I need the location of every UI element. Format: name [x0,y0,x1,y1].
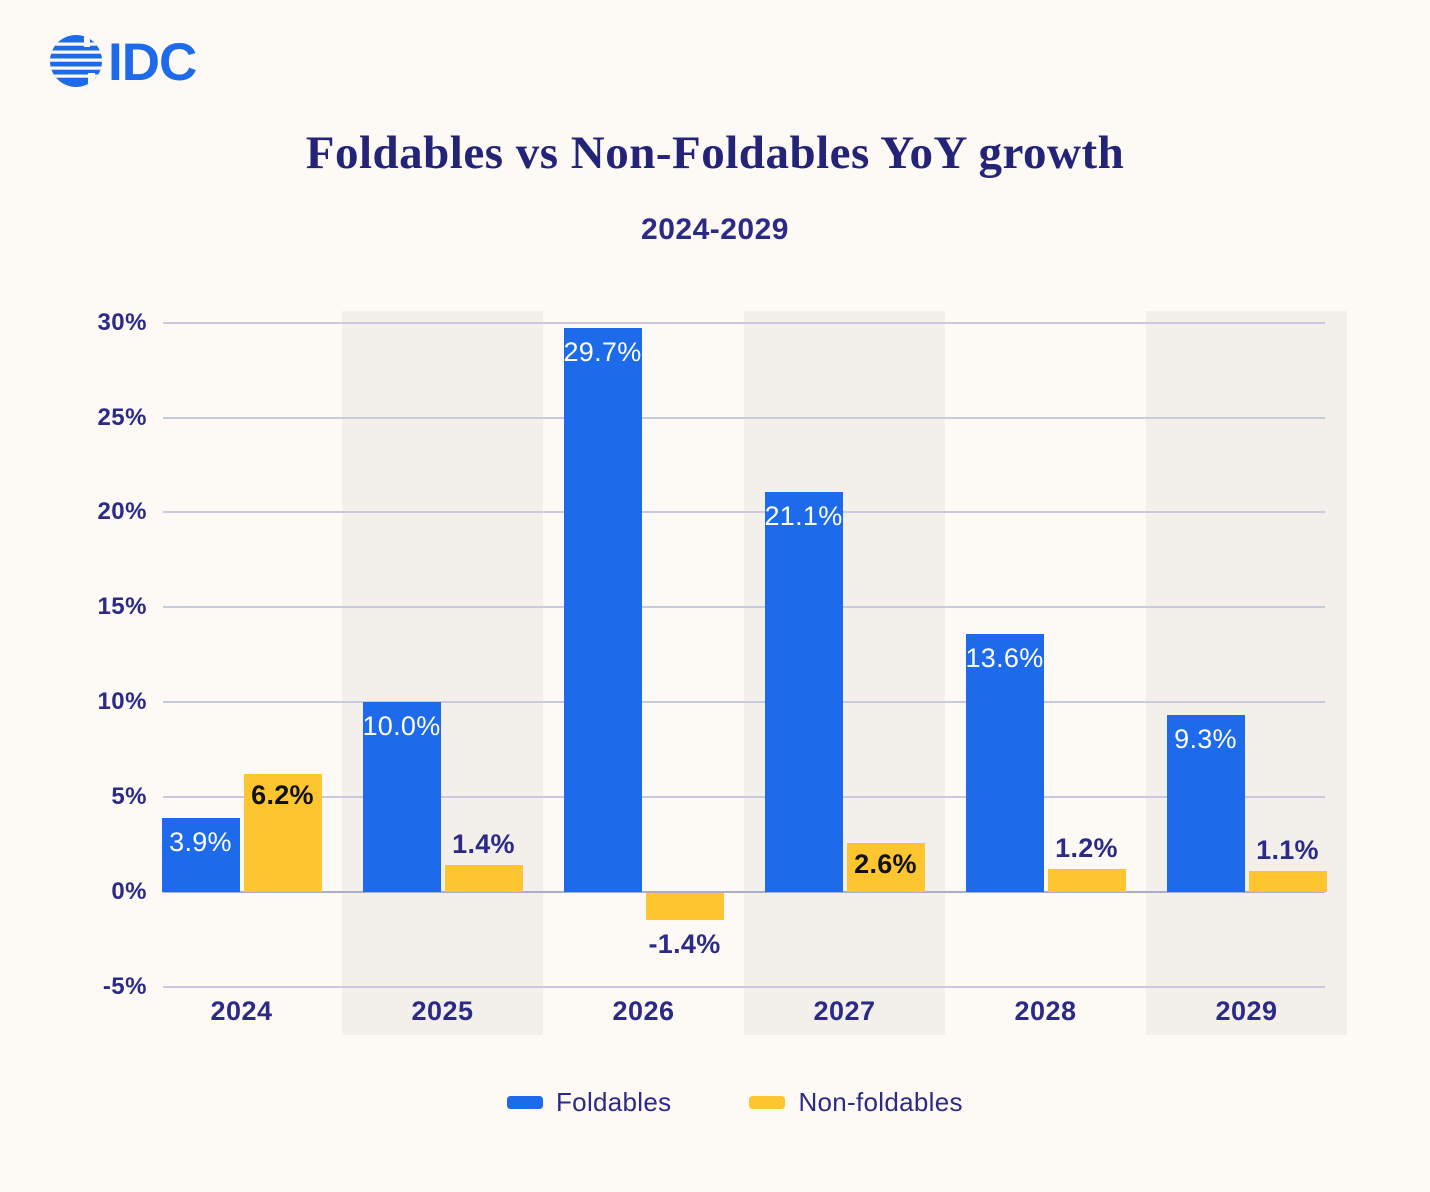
bar-label-non-foldables-2027: 2.6% [854,848,917,879]
x-axis-label-2027: 2027 [813,996,876,1026]
y-axis-tick-label-30%: 30% [97,308,147,336]
bar-label-foldables-2027: 21.1% [764,500,843,531]
chart-subtitle: 2024-2029 [641,213,789,246]
bar-foldables-2026 [563,328,642,892]
legend-item-foldables: Foldables [507,1087,671,1118]
bar-foldables-2024 [161,817,240,892]
y-axis-tick-label--5%: -5% [102,972,147,1000]
bar-non-foldables-2025 [444,865,523,892]
bar-foldables-2025 [362,702,441,892]
gridline-5% [163,796,1325,799]
bar-label-non-foldables-2028: 1.2% [1055,833,1118,864]
bar-label-non-foldables-2026: -1.4% [648,928,721,959]
bar-label-non-foldables-2025: 1.4% [452,829,515,860]
bar-non-foldables-2027 [846,842,925,892]
y-axis-tick-label-5%: 5% [111,783,147,811]
bar-non-foldables-2028 [1047,869,1126,892]
foldables-swatch-icon [507,1096,543,1109]
column-band-2025 [342,311,543,1035]
legend-label-foldables: Foldables [556,1087,672,1117]
bar-label-non-foldables-2024: 6.2% [251,780,314,811]
bar-label-foldables-2025: 10.0% [362,711,441,742]
bar-foldables-2028 [965,633,1044,892]
chart-title: Foldables vs Non-Foldables YoY growth [305,127,1125,179]
bar-label-foldables-2028: 13.6% [965,642,1044,673]
y-axis-tick-label-15%: 15% [97,593,147,621]
gridline-30% [163,321,1325,324]
y-axis-tick-label-25%: 25% [97,403,147,431]
x-axis-label-2026: 2026 [612,996,675,1026]
gridline-25% [163,416,1325,419]
y-axis-tick-label-0%: 0% [111,878,147,905]
idc-logo: IDC [48,31,248,92]
bar-label-foldables-2029: 9.3% [1174,724,1237,755]
x-axis-label-2024: 2024 [210,996,273,1026]
x-axis-label-2025: 2025 [411,996,474,1026]
idc-globe-icon [50,35,102,87]
y-axis-tick-label-20%: 20% [97,498,147,526]
legend-label-non-foldables: Non-foldables [798,1087,963,1117]
bar-label-non-foldables-2029: 1.1% [1256,835,1319,866]
x-axis-label-2029: 2029 [1215,996,1278,1026]
legend: Foldables Non-foldables [507,1087,963,1118]
y-axis-tick-label-10%: 10% [97,688,147,716]
x-axis-label-2028: 2028 [1014,996,1077,1026]
bar-non-foldables-2026 [645,893,724,920]
gridline--5% [163,985,1325,988]
gridline-0% [163,891,1325,893]
legend-item-non-foldables: Non-foldables [749,1087,962,1118]
idc-logo-graphic: IDC [50,33,197,92]
gridline-15% [163,606,1325,609]
idc-logo-text: IDC [108,33,196,89]
gridline-20% [163,511,1325,514]
column-band-2029 [1146,311,1347,1035]
bar-foldables-2027 [764,491,843,892]
gridline-10% [163,701,1325,704]
bar-label-foldables-2026: 29.7% [563,337,642,368]
bar-non-foldables-2029 [1248,871,1327,892]
bar-foldables-2029 [1166,715,1245,892]
bar-non-foldables-2024 [243,774,322,892]
non-foldables-swatch-icon [749,1096,786,1109]
bar-label-foldables-2024: 3.9% [169,826,232,857]
